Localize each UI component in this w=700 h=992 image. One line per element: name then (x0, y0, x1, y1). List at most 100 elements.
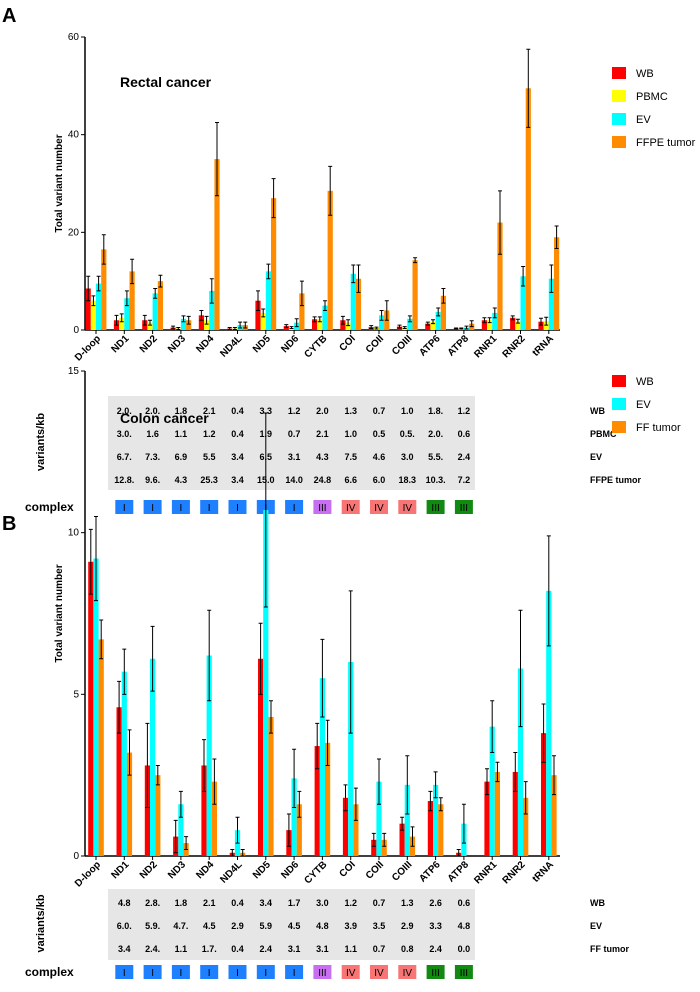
panel-b-bar (427, 801, 433, 856)
panel-b-error-bar (207, 609, 212, 702)
panel-a-x-tick-label: RNR2 (501, 333, 528, 360)
panel-b-y-tick-label: 15 (68, 366, 80, 377)
panel-a-error-bar (299, 280, 304, 307)
panel-a-complex-name: I (293, 503, 296, 514)
panel-b-bar (551, 775, 557, 856)
panel-a-complex-name: III (460, 503, 468, 514)
panel-a-error-bar (413, 257, 418, 264)
panel-a-complex-box (341, 500, 360, 514)
panel-a-table-cell: 1.8 (175, 406, 188, 416)
panel-b-complex-name: III (460, 968, 468, 979)
panel-b-error-bar (438, 797, 443, 812)
panel-b-x-tick-label: RNR2 (501, 859, 528, 886)
panel-a-bar (265, 271, 271, 330)
panel-a-bar (85, 288, 91, 330)
panel-a-bar (548, 278, 554, 330)
panel-b-table-cell: 2.9 (231, 921, 244, 931)
panel-a-error-bar (351, 264, 356, 284)
panel-a-complex-box (426, 500, 445, 514)
panel-b-error-bar (292, 748, 297, 808)
panel-b-complex-name: I (151, 968, 154, 979)
panel-b-error-bar (286, 813, 291, 847)
panel-b-x-tick-label: ATP8 (446, 859, 472, 885)
panel-a-complex-name: I (151, 503, 154, 514)
panel-b-error-bar (320, 638, 325, 718)
panel-b-error-bar (541, 703, 546, 763)
panel-b-bar (258, 658, 264, 856)
panel-a-complex-name: I (180, 503, 183, 514)
panel-a-bar (260, 312, 266, 330)
panel-b-legend-label: FF tumor (636, 422, 681, 434)
panel-b-table-cell: 2.4. (145, 944, 160, 954)
panel-b-bar (319, 678, 325, 856)
panel-a-error-bar (323, 300, 327, 311)
panel-b-x-tick-label: COII (364, 859, 386, 881)
panel-a-error-bar (86, 275, 91, 302)
panel-a-complex-box (228, 500, 247, 514)
panel-b-error-bar (428, 790, 433, 812)
panel-b-legend-swatch (612, 421, 626, 433)
panel-b-table-cell: 0.6 (458, 898, 471, 908)
panel-a-table-cell: 2.1 (203, 406, 216, 416)
panel-b-error-bar (178, 790, 183, 818)
panel-a-legend-label: PBMC (636, 91, 668, 103)
panel-b-error-bar (325, 719, 330, 766)
panel-a-error-bar (312, 316, 317, 323)
panel-b-bar (201, 765, 207, 856)
panel-a-error-bar (215, 121, 219, 197)
panel-b-bar (93, 558, 99, 856)
panel-b-table-cell: 2.1 (203, 898, 216, 908)
panel-b-x-tick-label: ND1 (109, 859, 131, 881)
panel-b-table-cell: 0.4 (231, 944, 244, 954)
panel-a-bar (186, 320, 192, 330)
panel-a-table-cell: 5.5. (428, 452, 443, 462)
panel-b-bar (489, 726, 495, 856)
panel-b-bar (399, 823, 405, 856)
panel-a-bar (430, 321, 436, 330)
panel-a-complex-box (171, 500, 190, 514)
panel-a-legend-swatch (612, 67, 626, 79)
panel-a-bar (299, 293, 305, 330)
panel-a-table-cell: 4.6 (373, 452, 386, 462)
panel-b-error-bar (400, 816, 405, 831)
panel-a-table-cell: 6.9 (175, 452, 188, 462)
panel-a-error-bar (204, 315, 209, 325)
panel-a-table-cell: 6.7. (117, 452, 132, 462)
panel-a-table-cell: 1.8. (428, 406, 443, 416)
panel-a-error-bar (199, 309, 204, 321)
panel-a-table-cell: 6.0 (373, 475, 386, 485)
panel-b-bar (263, 510, 269, 856)
panel-b-x-tick-label: COI (337, 859, 358, 880)
panel-a-legend-label: FFPE tumor (636, 137, 696, 149)
panel-a-error-bar (142, 314, 147, 326)
panel-b-x-tick-label: ND5 (251, 859, 273, 881)
panel-b-complex-name: IV (403, 968, 413, 979)
panel-b-table-cell: 4.8 (458, 921, 471, 931)
panel-a-error-bar (526, 48, 531, 128)
panel-a-error-bar (96, 275, 101, 292)
panel-b-error-bar (240, 849, 245, 857)
panel-b-error-bar (117, 680, 122, 734)
panel-b-error-bar (184, 836, 189, 851)
panel-a-bar (379, 315, 385, 330)
panel-b-bar (126, 752, 133, 856)
panel-a-table-cell: 3.4 (231, 475, 244, 485)
panel-b-bar (296, 804, 302, 856)
panel-b-bar (494, 771, 500, 856)
panel-a-complex-name: IV (374, 503, 384, 514)
panel-b-error-bar (235, 816, 240, 844)
panel-a-error-bar (340, 315, 345, 325)
panel-a-bar (510, 317, 516, 330)
panel-b-table-cell: 4.5 (203, 921, 216, 931)
panel-b-title: Colon cancer (120, 410, 209, 426)
panel-a-bar (440, 295, 446, 330)
panel-a-x-tick-label: tRNA (530, 333, 555, 358)
panel-a-table-cell: 7.2 (458, 475, 471, 485)
panel-b-complex-box (256, 965, 275, 979)
panel-a-bar (119, 317, 125, 330)
panel-a-bar (327, 190, 333, 330)
panel-label-a: A (2, 5, 16, 27)
panel-a-error-bar (91, 295, 96, 307)
panel-a-complex-name: IV (346, 503, 356, 514)
